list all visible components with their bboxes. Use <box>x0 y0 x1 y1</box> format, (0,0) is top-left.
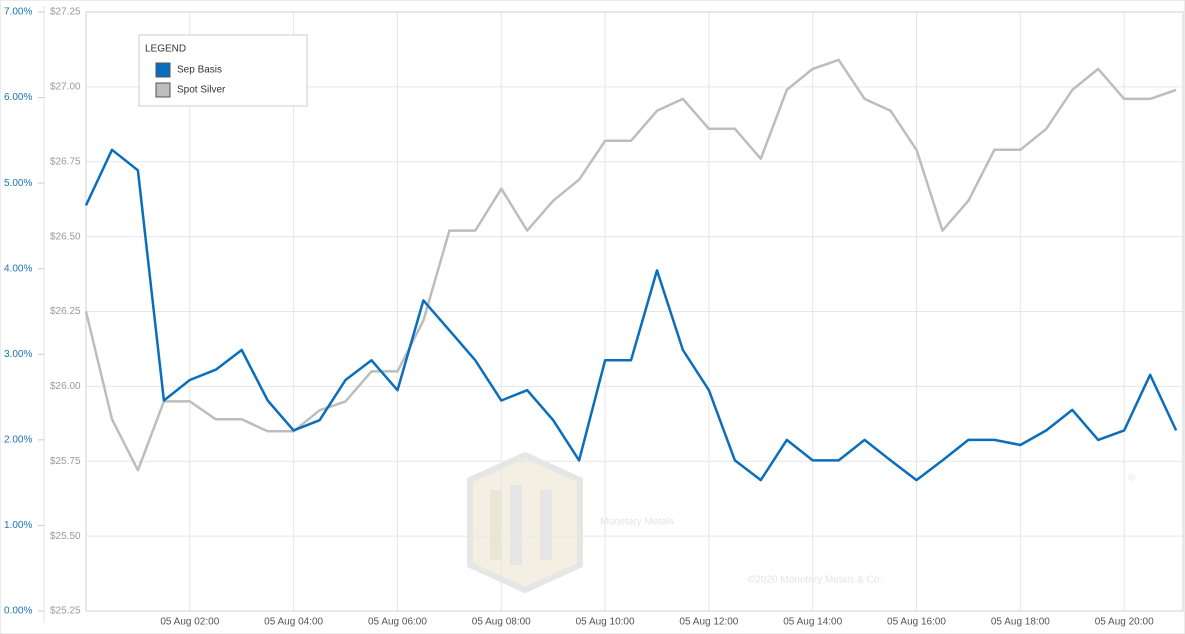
y-tick-label: 4.00% <box>4 263 32 274</box>
y-tick-label: 1.00% <box>4 520 32 531</box>
y-tick-label: 0.00% <box>4 606 32 617</box>
y2-tick-label: $27.00 <box>50 82 81 93</box>
watermark-name: Monetary Metals <box>600 517 674 528</box>
legend: LEGEND Sep Basis Spot Silver <box>138 34 308 107</box>
y2-tick-label: $26.25 <box>50 306 81 317</box>
y2-tick-label: $26.50 <box>50 231 81 242</box>
y-tick-label: 2.00% <box>4 434 32 445</box>
legend-label: Sep Basis <box>177 65 222 76</box>
legend-title: LEGEND <box>145 44 186 55</box>
watermark-copyright: ©2020 Monetary Metals & Co. <box>748 575 882 586</box>
logo-bar <box>510 485 522 565</box>
legend-label: Spot Silver <box>177 85 226 96</box>
watermark-mark: ® <box>1128 473 1136 484</box>
x-tick-label: 05 Aug 14:00 <box>783 617 842 628</box>
y2-tick-label: $26.75 <box>50 156 81 167</box>
x-tick-label: 05 Aug 18:00 <box>991 617 1050 628</box>
legend-swatch <box>155 82 171 98</box>
x-tick-label: 05 Aug 10:00 <box>576 617 635 628</box>
logo-bar <box>490 490 502 560</box>
y-tick-label: 3.00% <box>4 349 32 360</box>
watermark: Monetary Metals ® ©2020 Monetary Metals … <box>467 451 1136 594</box>
y2-tick-label: $25.50 <box>50 531 81 542</box>
y-tick-label: 5.00% <box>4 178 32 189</box>
y2-tick-label: $25.75 <box>50 456 81 467</box>
series-line <box>84 148 1178 482</box>
x-tick-label: 05 Aug 08:00 <box>472 617 531 628</box>
y2-tick-label: $27.25 <box>50 7 81 18</box>
y2-tick-label: $26.00 <box>50 381 81 392</box>
x-tick-label: 05 Aug 04:00 <box>264 617 323 628</box>
x-tick-label: 05 Aug 02:00 <box>160 617 219 628</box>
series-line <box>84 58 1177 472</box>
x-tick-label: 05 Aug 20:00 <box>1095 617 1154 628</box>
x-tick-label: 05 Aug 16:00 <box>887 617 946 628</box>
logo-bar <box>540 490 552 560</box>
x-tick-label: 05 Aug 12:00 <box>679 617 738 628</box>
y2-tick-label: $25.25 <box>50 606 81 617</box>
logo-cube <box>467 451 583 594</box>
y-tick-label: 7.00% <box>4 7 32 18</box>
x-tick-label: 05 Aug 06:00 <box>368 617 427 628</box>
y-tick-label: 6.00% <box>4 92 32 103</box>
legend-swatch <box>155 62 171 78</box>
